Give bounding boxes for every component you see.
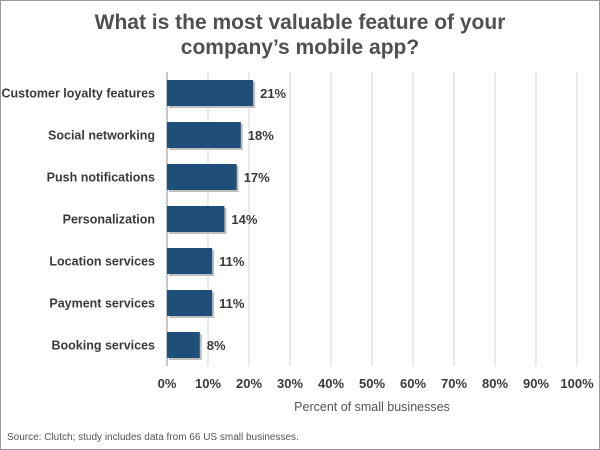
category-label: Payment services <box>49 297 155 311</box>
bar <box>167 206 225 232</box>
value-label: 18% <box>248 128 274 143</box>
x-tick-label: 20% <box>236 376 262 391</box>
bar <box>167 332 200 358</box>
bar <box>167 290 213 316</box>
category-label: Customer loyalty features <box>1 87 155 101</box>
chart-title-line-1: What is the most valuable feature of you… <box>94 11 506 34</box>
category-label: Location services <box>49 255 155 269</box>
x-tick-label: 30% <box>277 376 303 391</box>
category-label: Push notifications <box>47 171 155 185</box>
bar <box>167 248 213 274</box>
value-labels: 21% 18% 17% 14% 11% 11% 8% <box>207 86 287 353</box>
x-tick-label: 100% <box>560 376 594 391</box>
bar <box>167 164 237 190</box>
bar <box>167 80 254 106</box>
category-label: Social networking <box>48 129 155 143</box>
bars <box>167 80 256 360</box>
gridlines <box>166 72 578 366</box>
category-labels: Customer loyalty features Social networki… <box>1 87 155 353</box>
source-note: Source: Clutch; study includes data from… <box>7 432 299 443</box>
value-label: 11% <box>219 254 245 269</box>
x-tick-label: 60% <box>400 376 426 391</box>
x-tick-label: 50% <box>359 376 385 391</box>
x-axis-title: Percent of small businesses <box>294 400 450 414</box>
category-label: Personalization <box>63 213 155 227</box>
value-label: 14% <box>231 212 257 227</box>
value-label: 21% <box>260 86 286 101</box>
chart-title: What is the most valuable feature of you… <box>0 10 600 60</box>
value-label: 17% <box>244 170 270 185</box>
x-tick-label: 40% <box>318 376 344 391</box>
x-tick-label: 70% <box>441 376 467 391</box>
x-tick-labels: 0% 10% 20% 30% 40% 50% 60% 70% 80% 90% 100% <box>158 376 594 391</box>
chart-title-line-2: company’s mobile app? <box>180 36 420 59</box>
x-tick-label: 0% <box>158 376 177 391</box>
value-label: 11% <box>219 296 245 311</box>
x-tick-label: 10% <box>195 376 221 391</box>
value-label: 8% <box>207 338 226 353</box>
bar <box>167 122 241 148</box>
category-label: Booking services <box>51 339 155 353</box>
x-tick-label: 80% <box>482 376 508 391</box>
x-tick-label: 90% <box>523 376 549 391</box>
